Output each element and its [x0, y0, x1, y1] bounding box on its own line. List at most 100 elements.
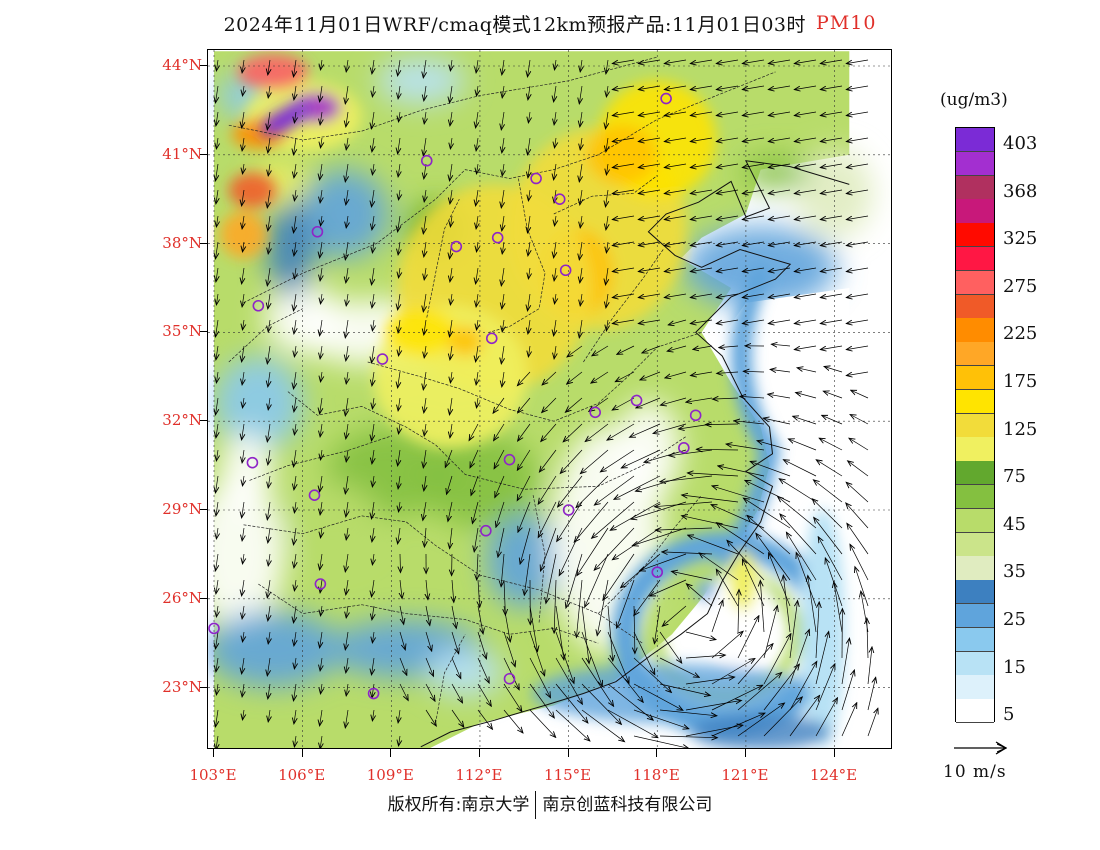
- legend-color-swatch: [956, 627, 994, 653]
- legend-color-swatch: [956, 223, 994, 248]
- wind-vector: [794, 59, 817, 64]
- wind-vector: [638, 267, 661, 272]
- wind-vector: [476, 59, 478, 73]
- wind-vector: [846, 482, 869, 503]
- wind-vector: [398, 241, 400, 255]
- wind-vector: [768, 59, 791, 64]
- wind-vector: [498, 527, 505, 557]
- station-marker: [503, 672, 516, 685]
- wind-vector: [346, 137, 348, 150]
- wind-vector: [424, 475, 426, 491]
- wind-vector: [554, 241, 556, 258]
- wind-vector: [768, 293, 791, 298]
- wind-vector: [321, 137, 323, 148]
- wind-vector: [469, 423, 479, 441]
- wind-vector: [345, 709, 348, 728]
- wind-vector: [824, 367, 843, 373]
- legend-color-swatch: [956, 485, 994, 510]
- wind-vector: [558, 475, 583, 507]
- wind-vector: [423, 59, 426, 78]
- wind-vector: [216, 579, 218, 594]
- wind-vector: [607, 605, 613, 661]
- wind-vector: [580, 293, 582, 306]
- wind-vector: [660, 475, 713, 482]
- latitude-label: 44°N: [162, 56, 202, 74]
- wind-vector: [294, 345, 296, 357]
- wind-vector: [216, 657, 218, 672]
- legend-color-swatch: [956, 508, 994, 534]
- wind-reference-label: 10 m/s: [943, 762, 1007, 782]
- wind-vector: [630, 423, 661, 437]
- wind-vector: [216, 605, 218, 617]
- pollution-area: [219, 211, 268, 259]
- wind-vector: [576, 579, 583, 637]
- wind-vector: [529, 657, 551, 698]
- wind-vector: [268, 605, 270, 621]
- longitude-tick: [833, 749, 835, 757]
- wind-vector: [851, 390, 869, 399]
- wind-vector: [268, 137, 270, 153]
- wind-vector: [742, 559, 765, 607]
- wind-vector: [742, 137, 765, 142]
- wind-vector: [659, 631, 682, 663]
- wind-vector: [216, 631, 219, 649]
- wind-vector: [603, 553, 635, 600]
- wind-vector: [216, 85, 219, 103]
- wind-vector: [216, 449, 218, 461]
- footer-divider: [535, 791, 537, 819]
- wind-vector: [768, 215, 791, 220]
- wind-vector: [711, 659, 755, 685]
- wind-vector: [713, 398, 739, 399]
- wind-vector: [742, 189, 765, 194]
- wind-vector: [579, 319, 582, 338]
- wind-vector: [268, 553, 270, 566]
- legend-value-label: 325: [1003, 228, 1038, 250]
- wind-vector: [216, 475, 219, 493]
- wind-vector: [321, 527, 323, 538]
- wind-vector: [711, 713, 765, 737]
- wind-vector: [216, 319, 219, 337]
- wind-vector: [294, 631, 296, 646]
- wind-vector: [770, 369, 791, 372]
- legend-color-swatch: [956, 604, 994, 629]
- wind-vector: [320, 579, 322, 593]
- wind-vector: [672, 571, 713, 581]
- wind-vector: [320, 423, 322, 437]
- wind-vector: [346, 59, 348, 72]
- latitude-label: 38°N: [162, 233, 202, 252]
- province-border: [597, 494, 702, 614]
- longitude-tick: [567, 749, 569, 757]
- latitude-label: 35°N: [162, 322, 202, 341]
- wind-vector: [242, 137, 244, 151]
- wind-vector: [294, 267, 296, 279]
- wind-vector: [321, 449, 323, 460]
- wind-vector: [779, 479, 817, 503]
- wind-vector: [554, 319, 556, 336]
- wind-vector: [597, 579, 609, 636]
- pollution-area: [586, 125, 658, 185]
- wind-vector: [820, 189, 843, 194]
- wind-vector: [820, 215, 843, 220]
- wind-vector: [450, 397, 453, 415]
- wind-vector: [294, 657, 296, 669]
- wind-vector: [538, 475, 557, 504]
- wind-vector: [693, 346, 713, 349]
- legend-color-swatch: [956, 318, 994, 343]
- wind-vector: [267, 423, 270, 442]
- wind-vector: [664, 137, 687, 142]
- wind-vector: [846, 241, 869, 246]
- wind-vector: [867, 647, 872, 685]
- wind-vector: [529, 605, 538, 652]
- wind-vector: [644, 449, 687, 462]
- wind-vector: [606, 137, 608, 152]
- legend-value-label: 5: [1003, 704, 1015, 726]
- wind-vector: [706, 424, 739, 425]
- longitude-label: 106°E: [278, 766, 326, 784]
- wind-vector: [555, 137, 557, 148]
- legend-value-label: 125: [1003, 418, 1038, 440]
- legend-color-swatch: [956, 270, 994, 296]
- wind-vector: [520, 527, 531, 564]
- wind-vector: [423, 137, 426, 156]
- wind-vector: [581, 709, 625, 742]
- wind-vector: [592, 345, 609, 356]
